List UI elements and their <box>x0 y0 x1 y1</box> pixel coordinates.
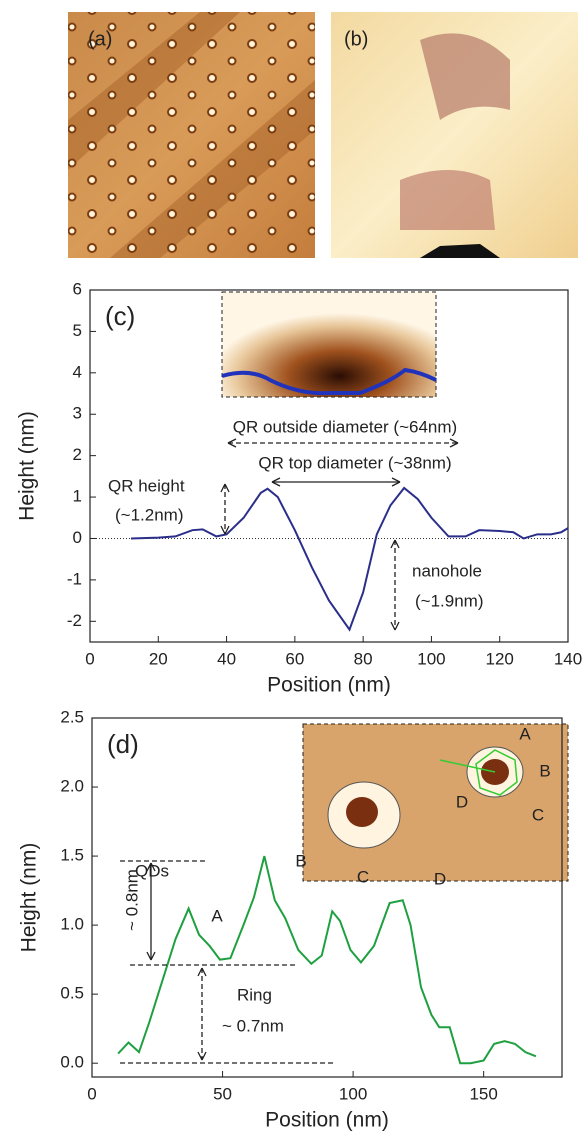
annotation: QR height <box>108 476 185 495</box>
annotation: (~1.2nm) <box>115 505 184 524</box>
annotation: C <box>532 805 544 824</box>
y-tick-label: 0.0 <box>60 1053 84 1072</box>
y-axis-label: Height (nm) <box>16 411 39 521</box>
y-tick-label: 5 <box>73 321 82 340</box>
annotation: (~1.9nm) <box>415 591 484 610</box>
plot-frame <box>89 289 569 643</box>
y-tick-label: 3 <box>73 404 82 423</box>
arrow-head <box>220 525 230 535</box>
x-tick-label: 100 <box>417 649 445 668</box>
x-axis-label: Position (nm) <box>267 674 391 697</box>
x-tick-label: 150 <box>469 1084 497 1103</box>
y-tick-label: 6 <box>73 279 82 298</box>
x-tick-label: 0 <box>87 1084 96 1103</box>
arrow-head <box>271 477 281 487</box>
y-tick-label: 2.5 <box>60 707 84 726</box>
arrow-head <box>197 1051 207 1061</box>
y-axis-label: Height (nm) <box>18 843 41 953</box>
annotation: A <box>211 906 223 925</box>
annotation: QDs <box>135 861 169 880</box>
arrow-head <box>146 951 156 961</box>
annotation: A <box>519 724 531 743</box>
annotation: QR top diameter (~38nm) <box>258 453 451 472</box>
image-a: (a) <box>68 12 315 258</box>
y-tick-label: -1 <box>67 569 82 588</box>
annotation: D <box>456 792 468 811</box>
inset-c <box>221 291 437 398</box>
y-tick-label: 1.0 <box>60 915 84 934</box>
annotation: Ring <box>237 985 272 1004</box>
y-tick-label: 4 <box>73 362 82 381</box>
y-tick-label: 0.5 <box>60 984 84 1003</box>
y-tick-label: 2 <box>73 445 82 464</box>
annotation: D <box>434 869 446 888</box>
arrow-head <box>449 438 459 448</box>
x-tick-label: 140 <box>554 649 582 668</box>
plot-frame <box>91 717 563 1078</box>
inset-d <box>302 723 569 882</box>
panel-label: (a) <box>88 28 112 50</box>
annotation: B <box>295 851 306 870</box>
arrow-head <box>146 862 156 872</box>
x-tick-label: 20 <box>149 649 168 668</box>
annotation: ~ 0.8nm <box>122 869 141 931</box>
image-b: (b) <box>331 12 578 258</box>
x-tick-label: 40 <box>217 649 236 668</box>
x-tick-label: 0 <box>85 649 94 668</box>
x-tick-label: 50 <box>213 1084 232 1103</box>
arrow-head <box>220 483 230 493</box>
annotation: B <box>539 761 550 780</box>
annotation: nanohole <box>412 561 482 580</box>
arrow-head <box>391 477 401 487</box>
y-tick-label: 2.0 <box>60 777 84 796</box>
y-tick-label: 1 <box>73 487 82 506</box>
x-tick-label: 100 <box>339 1084 367 1103</box>
arrow-head <box>390 621 400 631</box>
y-tick-label: -2 <box>67 611 82 630</box>
x-tick-label: 60 <box>285 649 304 668</box>
x-tick-label: 120 <box>486 649 514 668</box>
panel-label: (b) <box>344 28 368 50</box>
annotation: QR outside diameter (~64nm) <box>233 417 457 436</box>
chart-title: (c) <box>105 301 135 331</box>
chart-title: (d) <box>107 729 139 759</box>
data-line <box>117 855 537 1065</box>
data-line <box>130 486 569 632</box>
y-tick-label: 0 <box>73 528 82 547</box>
arrow-head <box>227 438 237 448</box>
y-tick-label: 1.5 <box>60 846 84 865</box>
annotation: ~ 0.7nm <box>222 1016 284 1035</box>
x-axis-label: Position (nm) <box>265 1109 389 1132</box>
x-tick-label: 80 <box>354 649 373 668</box>
annotation: C <box>357 867 369 886</box>
arrow-head <box>197 967 207 977</box>
arrow-head <box>390 539 400 549</box>
